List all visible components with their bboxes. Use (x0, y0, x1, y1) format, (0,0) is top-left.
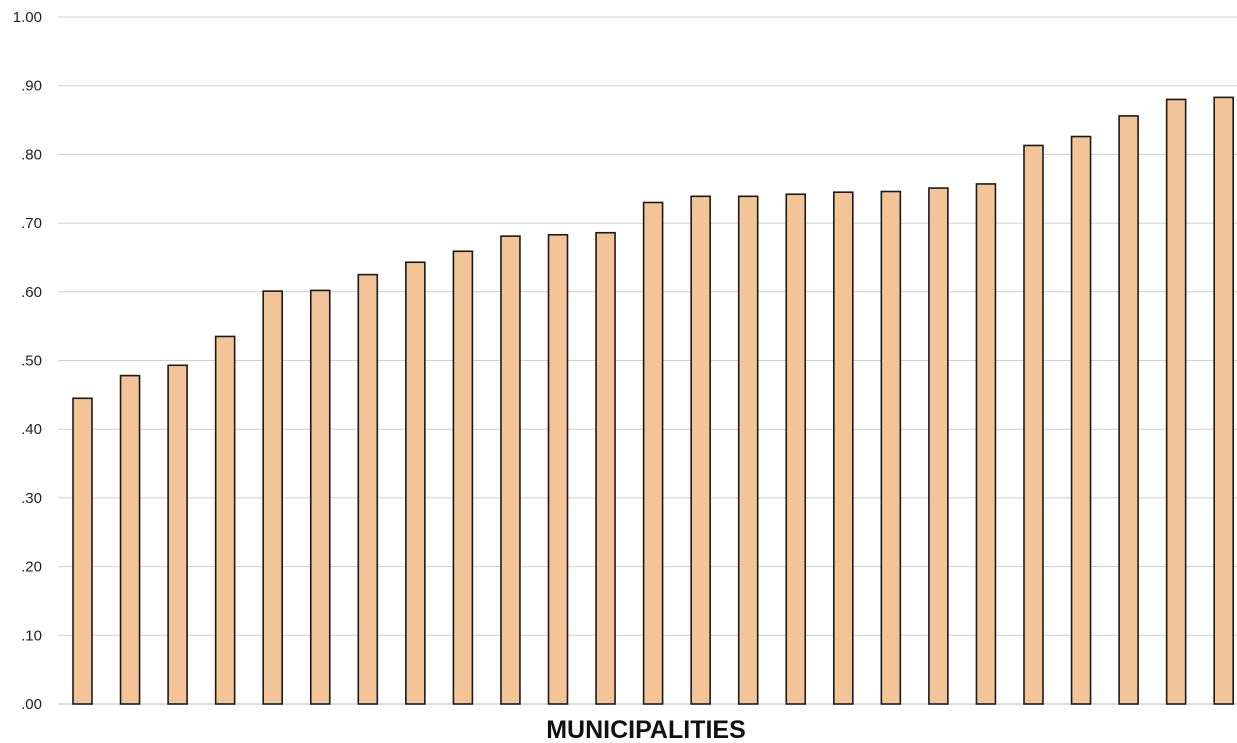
bar (1023, 144, 1044, 705)
bar (1213, 96, 1234, 705)
bar (1165, 98, 1187, 705)
bar (500, 235, 521, 705)
bar (309, 289, 331, 705)
bar (880, 190, 902, 705)
bar (975, 183, 997, 705)
bar (642, 201, 664, 705)
bar (167, 364, 188, 705)
bar (405, 261, 426, 705)
bar (262, 290, 284, 705)
bar (547, 233, 569, 705)
bar (690, 195, 711, 705)
y-axis-tick-labels: .00 .10 .20 .30 .40 .50 .60 .70 .80 .90 1.00 (13, 9, 42, 713)
y-tick-label: .70 (21, 215, 42, 232)
y-tick-label: .10 (21, 627, 42, 644)
bar (832, 191, 854, 705)
bar (737, 195, 759, 705)
y-tick-label: .80 (21, 146, 42, 163)
bar (1118, 115, 1139, 705)
y-tick-label: .60 (21, 284, 42, 301)
y-tick-label: .20 (21, 559, 42, 576)
y-tick-label: 1.00 (13, 9, 42, 26)
bar (214, 335, 236, 705)
x-axis-title: MUNICIPALITIES (546, 716, 746, 743)
bars (72, 96, 1234, 705)
bar (357, 273, 379, 705)
y-tick-label: .90 (21, 78, 42, 95)
bar (1070, 135, 1092, 705)
y-tick-label: .40 (21, 421, 42, 438)
y-tick-label: .50 (21, 353, 42, 370)
bar (119, 374, 141, 705)
y-tick-label: .30 (21, 490, 42, 507)
bar (928, 187, 949, 705)
bar (452, 250, 474, 705)
y-tick-label: .00 (21, 696, 42, 713)
bar (72, 397, 93, 705)
bar (785, 193, 807, 705)
bar (595, 231, 616, 705)
